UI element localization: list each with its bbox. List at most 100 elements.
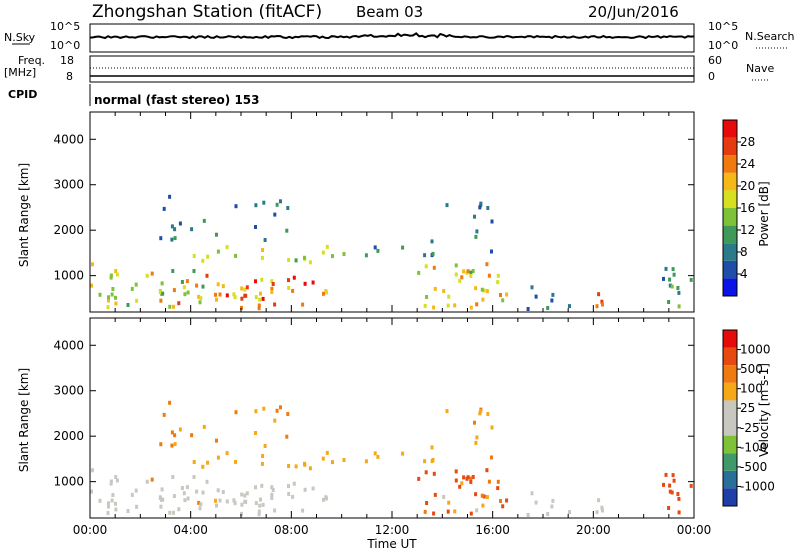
velocity-cell	[475, 508, 479, 513]
velocity-cell	[243, 493, 247, 498]
velocity-cell	[287, 492, 291, 496]
velocity-cell	[173, 433, 177, 438]
colorbar-segment	[723, 435, 737, 454]
velocity-cell	[199, 502, 203, 507]
nsky-tick-bottom: 10^0	[50, 39, 80, 52]
power-cell	[490, 219, 494, 224]
freq-label-line1: Freq.	[18, 54, 45, 67]
velocity-cell	[469, 479, 473, 484]
velocity-cell	[458, 484, 462, 489]
power-cell	[192, 269, 196, 273]
power-cell	[145, 273, 149, 278]
velocity-cell	[263, 444, 267, 448]
velocity-cell	[162, 412, 166, 417]
nsearch-tick-top: 10^5	[708, 20, 738, 33]
power-cell	[186, 290, 190, 295]
colorbar-segment	[723, 470, 737, 489]
velocity-cell	[233, 501, 237, 506]
velocity-cell	[90, 489, 93, 494]
velocity-cell	[303, 487, 307, 492]
velocity-cell	[198, 506, 202, 511]
power-cell	[173, 236, 177, 241]
power-cell	[159, 236, 163, 241]
power-cell	[257, 306, 261, 311]
power-cell	[286, 206, 290, 210]
velocity-cell	[232, 498, 236, 503]
power-cell	[433, 286, 437, 291]
velocity-cell	[172, 510, 175, 515]
power-cell	[485, 262, 489, 267]
velocity-cell	[526, 513, 530, 517]
velocity-cell	[177, 507, 181, 512]
velocity-cell	[496, 479, 500, 484]
velocity-cell	[689, 483, 693, 488]
power-cell	[183, 292, 187, 297]
power-x-ticks	[89, 112, 695, 312]
power-cell	[178, 221, 182, 226]
velocity-cell	[595, 510, 599, 515]
power-cell	[225, 293, 229, 298]
colorbar-segment	[723, 418, 737, 436]
velocity-cell	[486, 412, 490, 416]
velocity-cell	[308, 466, 312, 471]
power-cell	[672, 272, 676, 277]
power-cell	[126, 303, 130, 307]
power-cell	[311, 280, 315, 285]
date-title: 20/Jun/2016	[588, 3, 679, 21]
velocity-cell	[202, 424, 206, 429]
power-cell	[262, 200, 266, 205]
velocity-cell	[106, 511, 110, 516]
power-cell	[135, 298, 139, 303]
velocity-cell	[159, 442, 163, 447]
velocity-cell	[134, 488, 138, 493]
power-cell	[460, 275, 464, 280]
velocity-cell	[126, 509, 130, 513]
power-cell	[159, 298, 163, 303]
power-cell	[134, 282, 138, 287]
nave-tick-bottom: 0	[708, 70, 715, 83]
velocity-cell	[221, 490, 225, 495]
power-cell	[458, 278, 462, 283]
power-cell	[481, 297, 485, 302]
power-cell	[130, 286, 134, 291]
velocity-y-ticks: 1000 2000 3000 4000	[53, 338, 694, 489]
velocity-cell	[423, 459, 427, 464]
power-cell	[321, 250, 325, 255]
velocity-cell	[469, 476, 473, 481]
velocity-cell	[234, 459, 237, 464]
power-cell	[499, 293, 502, 297]
power-cell	[275, 202, 279, 207]
power-cell	[168, 194, 172, 199]
velocity-cell	[662, 482, 665, 487]
velocity-cell	[530, 491, 534, 496]
power-cell	[161, 291, 165, 296]
power-cell	[431, 251, 435, 256]
power-cell	[308, 260, 312, 265]
power-cell	[260, 255, 264, 260]
power-cell	[664, 266, 668, 271]
velocity-cell	[677, 496, 681, 501]
velocity-cell	[597, 498, 601, 503]
power-cell	[505, 292, 509, 297]
colorbar-segment	[723, 330, 737, 348]
velocity-cell	[490, 425, 494, 430]
colorbar-segment	[723, 488, 737, 506]
power-cell	[111, 287, 115, 291]
velocity-cell	[322, 497, 325, 502]
velocity-cell	[431, 457, 435, 462]
x-tick-label: 08:00	[274, 523, 309, 537]
velocity-frame	[89, 317, 695, 519]
velocity-panel: 1000 2000 3000 4000 00:00 04:00 08:00 12:00 16:…	[17, 317, 711, 551]
velocity-cell	[197, 500, 201, 505]
velocity-cell	[668, 489, 672, 494]
power-cell	[501, 298, 505, 303]
velocity-cell	[453, 509, 457, 514]
colorbar-segment	[723, 260, 737, 279]
velocity-cell	[499, 499, 502, 503]
velocity-cell	[240, 511, 243, 516]
power-cell	[245, 285, 249, 290]
velocity-cell	[342, 458, 346, 462]
power-cell	[170, 237, 174, 242]
power-cell	[471, 269, 475, 273]
velocity-cell	[672, 478, 676, 483]
